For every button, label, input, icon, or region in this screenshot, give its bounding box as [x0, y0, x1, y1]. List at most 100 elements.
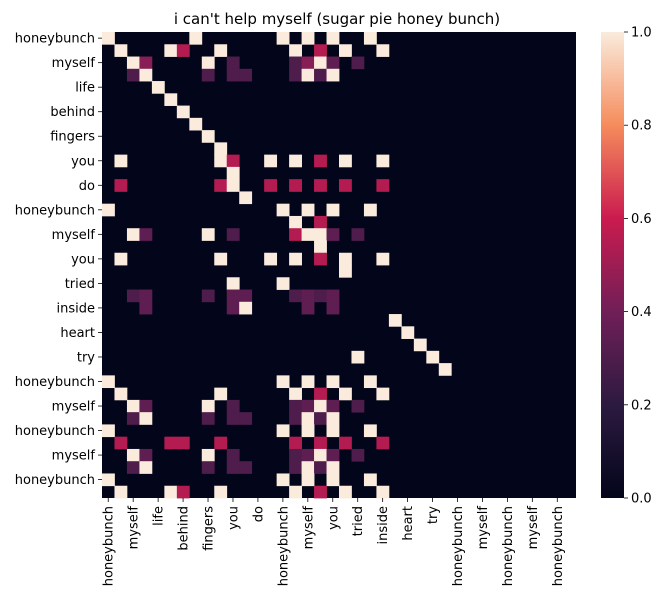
heatmap-cell — [176, 485, 190, 499]
heatmap-cell — [301, 203, 315, 217]
heatmap-cell — [314, 154, 327, 168]
heatmap-cell — [339, 485, 352, 499]
heatmap-cell — [214, 436, 228, 450]
heatmap-cell — [102, 32, 115, 45]
y-tick-label: myself — [52, 228, 96, 243]
heatmap-cell — [289, 44, 302, 57]
heatmap-cell — [339, 154, 352, 168]
y-tick-label: honeybunch — [15, 473, 95, 488]
heatmap-cell — [114, 44, 128, 57]
heatmap-cell — [376, 179, 390, 192]
heatmap-cell — [314, 399, 327, 413]
heatmap-cell — [326, 412, 340, 425]
heatmap-cell — [376, 485, 390, 499]
colorbar-tick-label: 1.0 — [631, 26, 652, 41]
heatmap-cell — [301, 301, 315, 315]
heatmap-cell — [139, 461, 153, 474]
heatmap-cell — [301, 375, 315, 389]
heatmap-cell — [264, 252, 278, 266]
heatmap-cell — [102, 473, 115, 487]
heatmap-cell — [151, 81, 165, 94]
heatmap-cell — [139, 448, 153, 462]
x-tick-label: honeybunch — [551, 506, 566, 586]
heatmap-cell — [226, 68, 240, 82]
y-tick-label: honeybunch — [15, 424, 95, 439]
colorbar-tick-label: 0.6 — [631, 212, 652, 227]
heatmap-cell — [301, 228, 315, 241]
heatmap-cell — [164, 44, 178, 57]
heatmap-cell — [289, 289, 302, 303]
heatmap-cell — [376, 387, 390, 401]
heatmap-cell — [239, 412, 253, 425]
heatmap-cell — [339, 179, 352, 192]
heatmap-cell — [326, 68, 340, 82]
colorbar-tick-label: 0.0 — [631, 492, 652, 507]
heatmap-cell — [314, 485, 327, 499]
y-tick-label: you — [71, 154, 95, 169]
heatmap-cell — [201, 228, 215, 241]
heatmap-cell — [289, 485, 302, 499]
heatmap-cell — [201, 56, 215, 70]
heatmap-cell — [126, 399, 140, 413]
heatmap-cell — [314, 448, 327, 462]
heatmap-cell — [301, 68, 315, 82]
heatmap-cell — [226, 412, 240, 425]
heatmap-cell — [339, 436, 352, 450]
heatmap-cell — [114, 387, 128, 401]
heatmap-cell — [314, 228, 327, 241]
heatmap-cell — [176, 436, 190, 450]
heatmap-cell — [339, 265, 352, 278]
colorbar — [601, 32, 624, 498]
heatmap-cell — [326, 289, 340, 303]
heatmap-cell — [289, 399, 302, 413]
heatmap-cell — [139, 289, 153, 303]
heatmap-cells — [102, 32, 452, 499]
heatmap-cell — [214, 387, 228, 401]
heatmap-cell — [351, 56, 365, 70]
heatmap-cell — [239, 191, 253, 205]
heatmap-cell — [239, 301, 253, 315]
heatmap-cell — [289, 448, 302, 462]
heatmap-cell — [289, 461, 302, 474]
heatmap-cell — [438, 363, 452, 376]
heatmap-cell — [276, 277, 290, 290]
x-tick-label: do — [251, 506, 266, 522]
heatmap-cell — [314, 387, 327, 401]
heatmap-cell — [226, 56, 240, 70]
heatmap-cell — [289, 179, 302, 192]
y-tick-label: try — [77, 350, 95, 365]
x-tick-label: honeybunch — [501, 506, 516, 586]
heatmap-cell — [126, 228, 140, 241]
x-tick-label: myself — [127, 506, 142, 550]
heatmap-cell — [276, 32, 290, 45]
heatmap-cell — [126, 448, 140, 462]
x-tick-label: you — [226, 506, 241, 530]
heatmap-cell — [226, 301, 240, 315]
y-tick-label: do — [79, 179, 95, 194]
heatmap-cell — [201, 412, 215, 425]
heatmap-cell — [201, 399, 215, 413]
heatmap-cell — [126, 56, 140, 70]
heatmap-cell — [239, 461, 253, 474]
heatmap-cell — [289, 154, 302, 168]
heatmap-cell — [114, 252, 128, 266]
heatmap-cell — [363, 203, 377, 217]
heatmap-cell — [214, 179, 228, 192]
heatmap-cell — [226, 154, 240, 168]
heatmap-cell — [239, 68, 253, 82]
heatmap-cell — [114, 436, 128, 450]
y-tick-label: life — [75, 81, 95, 96]
heatmap-cell — [289, 56, 302, 70]
heatmap-cell — [201, 448, 215, 462]
heatmap-cell — [164, 436, 178, 450]
heatmap-cell — [139, 301, 153, 315]
heatmap-cell — [201, 130, 215, 143]
heatmap-cell — [139, 56, 153, 70]
heatmap-cell — [326, 228, 340, 241]
heatmap-cell — [189, 32, 203, 45]
heatmap-cell — [363, 375, 377, 389]
heatmap-cell — [363, 473, 377, 487]
x-tick-label: try — [426, 506, 441, 524]
colorbar-tick-label: 0.4 — [631, 305, 652, 320]
